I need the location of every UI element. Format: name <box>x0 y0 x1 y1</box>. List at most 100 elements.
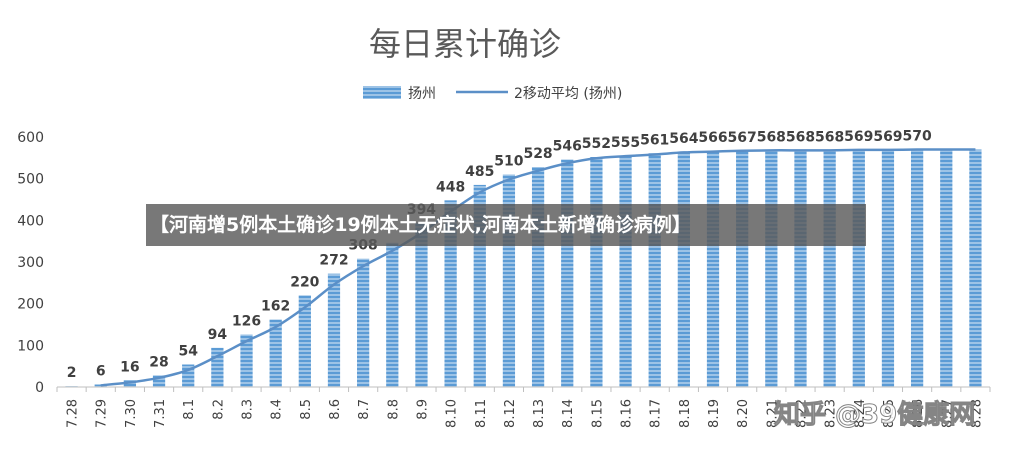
data-label: 567 <box>728 130 757 146</box>
x-tick-label: 8.17 <box>649 399 664 428</box>
data-label: 94 <box>208 327 228 343</box>
y-tick-label: 200 <box>17 297 44 313</box>
x-tick-label: 8.20 <box>736 399 751 428</box>
x-tick-label: 7.31 <box>153 399 168 428</box>
x-tick-label: 8.22 <box>794 399 809 428</box>
data-label: 28 <box>149 354 168 370</box>
x-tick-label: 8.13 <box>532 399 547 428</box>
bar-series <box>65 149 982 387</box>
x-axis: 7.28 7.29 7.30 7.31 8.1 8.2 8.3 8.4 8.5 8.6 8.7 8.8… <box>56 386 991 428</box>
bar <box>152 375 166 387</box>
watermark: 知乎 @39健康网 <box>773 400 976 431</box>
data-label: 561 <box>640 132 669 148</box>
x-tick-label: 7.30 <box>124 399 139 428</box>
x-tick-label: 8.9 <box>415 399 430 420</box>
data-label: 485 <box>465 164 494 180</box>
bar <box>386 242 399 387</box>
x-tick-label: 8.11 <box>474 399 489 428</box>
y-tick-label: 0 <box>35 380 44 396</box>
x-tick-label: 8.1 <box>182 399 197 420</box>
x-tick-label: 8.21 <box>765 399 780 428</box>
x-tick-label: 8.6 <box>328 399 343 420</box>
bar <box>531 167 545 387</box>
bar <box>794 150 807 387</box>
x-tick-label: 8.16 <box>620 399 635 428</box>
chart-title: 每日累计确诊 <box>369 25 561 63</box>
data-label: 552 <box>582 136 611 152</box>
data-label: 566 <box>698 130 727 146</box>
bar <box>648 153 661 387</box>
bar <box>590 157 603 387</box>
bar <box>969 149 982 387</box>
bar <box>736 150 749 387</box>
data-label: 54 <box>178 344 198 360</box>
x-tick-label: 8.10 <box>445 399 460 428</box>
x-tick-label: 8.2 <box>211 399 226 420</box>
x-tick-label: 8.8 <box>386 399 401 420</box>
data-label: 568 <box>786 129 815 145</box>
x-tick-label: 7.29 <box>95 399 110 428</box>
bar <box>298 295 311 387</box>
legend-bar-label: 扬州 <box>408 86 436 102</box>
bar <box>94 384 107 387</box>
bar <box>677 152 690 387</box>
bar <box>327 273 341 387</box>
data-label: 569 <box>844 129 873 145</box>
bar <box>910 149 924 387</box>
news-banner: 【河南增5例本土确诊19例本土无症状,河南本土新增确诊病例】 <box>146 204 866 246</box>
legend-line-label: 2移动平均 (扬州) <box>514 86 622 102</box>
bar <box>561 159 574 387</box>
y-tick-label: 400 <box>17 213 44 229</box>
x-tick-label: 8.27 <box>940 399 955 428</box>
bar <box>357 258 370 387</box>
data-label: 555 <box>611 135 640 151</box>
x-tick-label: 8.3 <box>241 399 256 420</box>
x-tick-label: 7.28 <box>66 399 81 428</box>
line-series <box>100 148 976 387</box>
bar <box>940 149 953 387</box>
x-tick-label: 8.19 <box>707 399 722 428</box>
bar <box>415 222 428 387</box>
data-label: 568 <box>757 129 786 145</box>
x-tick-label: 8.5 <box>299 399 314 420</box>
data-label: 220 <box>290 274 319 290</box>
x-tick-label: 8.4 <box>270 399 285 420</box>
x-tick-label: 8.28 <box>969 399 984 428</box>
data-label: 16 <box>120 359 139 375</box>
bar <box>444 200 457 387</box>
data-label: 569 <box>873 129 902 145</box>
y-axis: 0 100 200 300 400 500 600 <box>17 130 44 396</box>
bar <box>823 150 836 387</box>
y-tick-label: 500 <box>17 172 44 188</box>
x-tick-label: 8.14 <box>561 399 576 428</box>
bar <box>852 149 865 387</box>
bar <box>269 319 282 387</box>
data-label: 564 <box>669 131 698 147</box>
data-label: 126 <box>232 314 261 330</box>
data-label: 546 <box>553 139 582 155</box>
y-tick-label: 600 <box>17 130 44 146</box>
data-label: 162 <box>261 299 290 315</box>
data-label: 570 <box>902 129 931 145</box>
y-tick-label: 100 <box>17 338 44 354</box>
data-label: 448 <box>436 179 465 195</box>
bar <box>619 155 632 387</box>
x-tick-label: 8.7 <box>357 399 372 420</box>
data-label: 568 <box>815 129 844 145</box>
bar <box>240 334 253 387</box>
x-tick-label: 8.12 <box>503 399 518 428</box>
legend-bar-swatch <box>363 86 401 99</box>
data-label: 510 <box>494 154 523 170</box>
data-label: 528 <box>523 146 552 162</box>
x-tick-label: 8.26 <box>911 399 926 428</box>
x-tick-label: 8.23 <box>824 399 839 428</box>
bar <box>881 149 895 387</box>
moving-average-line <box>100 148 976 387</box>
bar <box>765 150 778 387</box>
x-tick-label: 8.25 <box>882 399 897 428</box>
data-label: 6 <box>96 364 106 380</box>
data-label: 2 <box>67 365 77 381</box>
x-tick-label: 8.15 <box>590 399 605 428</box>
data-label: 272 <box>319 253 348 269</box>
y-tick-label: 300 <box>17 255 44 271</box>
